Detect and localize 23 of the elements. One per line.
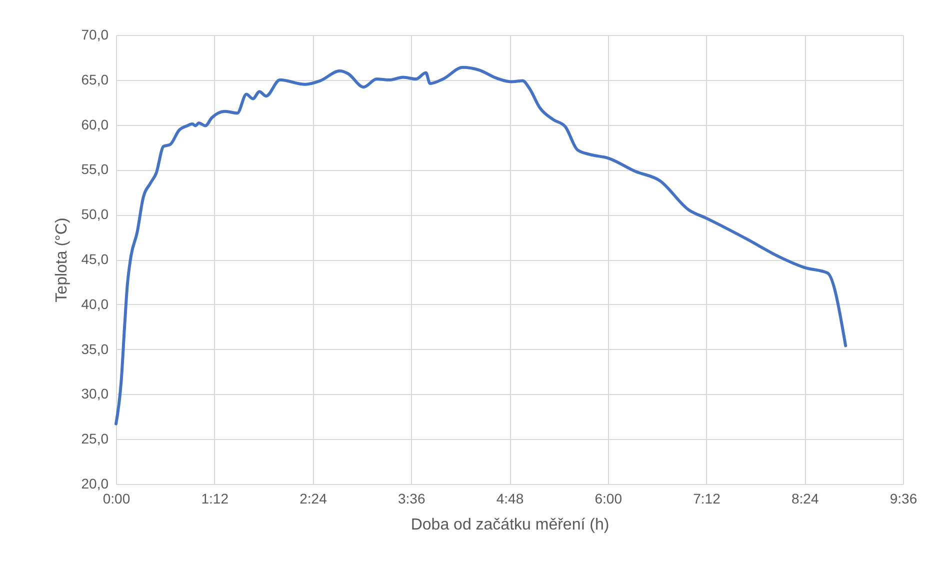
x-tick-label: 9:36 — [890, 490, 918, 506]
x-tick-label: 0:00 — [102, 490, 130, 506]
x-tick-label: 6:00 — [594, 490, 622, 506]
x-tick-label: 1:12 — [201, 490, 229, 506]
x-tick-label: 4:48 — [496, 490, 524, 506]
y-tick-label: 40,0 — [81, 296, 109, 312]
x-tick-label: 7:12 — [693, 490, 721, 506]
y-tick-label: 70,0 — [81, 26, 109, 42]
x-tick-label: 2:24 — [300, 490, 328, 506]
y-axis-title: Teplota (°C) — [53, 218, 70, 302]
y-tick-label: 20,0 — [81, 476, 109, 492]
y-tick-label: 50,0 — [81, 206, 109, 222]
y-tick-label: 45,0 — [81, 251, 109, 267]
y-tick-label: 55,0 — [81, 161, 109, 178]
y-tick-label: 65,0 — [81, 71, 109, 88]
x-tick-label: 3:36 — [398, 490, 426, 506]
line-series — [114, 66, 848, 426]
y-tick-label: 25,0 — [81, 430, 109, 447]
x-axis-title: Doba od začátku měření (h) — [410, 516, 610, 534]
y-tick-label: 35,0 — [81, 340, 109, 357]
y-tick-label: 30,0 — [81, 386, 109, 402]
y-tick-label: 60,0 — [81, 116, 109, 132]
x-tick-label: 8:24 — [792, 490, 819, 506]
